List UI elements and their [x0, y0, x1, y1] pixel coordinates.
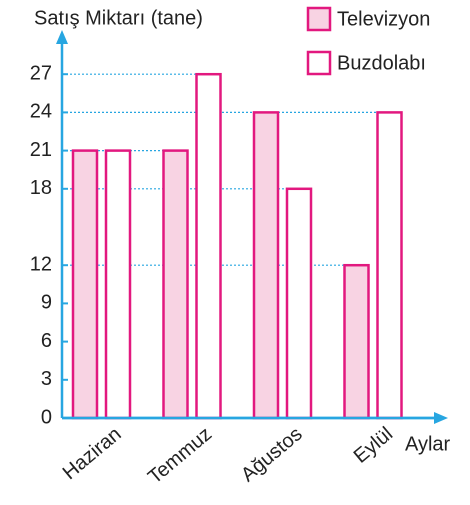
x-tick-label: Ağustos — [237, 423, 307, 486]
bar — [195, 72, 222, 420]
y-tick-label: 9 — [41, 292, 52, 314]
bar — [252, 111, 280, 420]
y-tick-label: 6 — [41, 330, 52, 352]
x-axis-arrow — [434, 412, 448, 424]
bar — [162, 149, 189, 420]
x-tick-label: Eylül — [350, 423, 397, 468]
bar — [376, 111, 403, 420]
y-tick-label: 12 — [30, 253, 52, 275]
y-tick-label: 24 — [30, 101, 52, 123]
y-tick-label: 3 — [41, 368, 52, 390]
y-tick-label: 18 — [30, 177, 52, 199]
x-tick-label: Haziran — [59, 423, 126, 484]
y-tick-label: 21 — [30, 139, 52, 161]
legend-label: Buzdolabı — [337, 52, 426, 74]
y-tick-label: 0 — [41, 406, 52, 428]
y-axis-label: Satış Miktarı (tane) — [34, 7, 203, 29]
bar — [285, 187, 313, 420]
bar — [104, 149, 132, 420]
legend-swatch — [306, 6, 332, 32]
legend-swatch — [306, 50, 332, 76]
y-axis-arrow — [56, 30, 68, 44]
x-tick-label: Temmuz — [144, 423, 216, 488]
legend-label: Televizyon — [337, 8, 430, 30]
x-axis-label: Aylar — [405, 433, 451, 455]
bar — [71, 149, 99, 420]
y-tick-label: 27 — [30, 62, 52, 84]
bar — [343, 263, 370, 420]
